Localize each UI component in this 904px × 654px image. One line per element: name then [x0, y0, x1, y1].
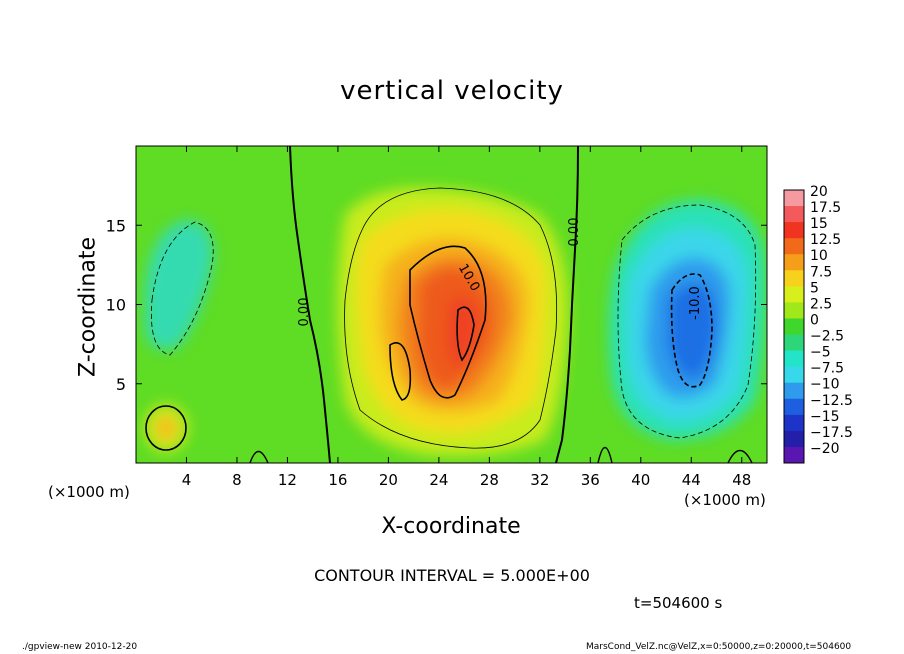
colorbar-swatch: [784, 270, 804, 287]
contour-label-text: -10.0: [688, 286, 703, 320]
contour-label-text: 0.00: [567, 218, 582, 247]
colorbar-swatch: [784, 206, 804, 223]
updraft-left-contour: [145, 405, 187, 451]
colorbar-label: 17.5: [810, 200, 841, 216]
contour-interval-text: CONTOUR INTERVAL = 5.000E+00: [314, 566, 590, 585]
x-axis-label: X-coordinate: [0, 514, 904, 539]
downdraft-contour-10: [670, 273, 713, 388]
x-tick-label: 48: [732, 471, 751, 489]
x-units-left: (×1000 m): [48, 483, 130, 501]
x-tick-label: 16: [328, 471, 347, 489]
colorbar-swatch: [784, 318, 804, 336]
contour-label: 0.00: [297, 298, 312, 327]
colorbar-swatch: [784, 350, 804, 368]
colorbar-label: −12.5: [810, 393, 853, 409]
updraft-contour-5: [344, 187, 558, 449]
colorbar-label: −15: [810, 409, 840, 425]
updraft-contour-10b: [389, 342, 412, 401]
downdraft-left-contour: [151, 221, 214, 356]
colorbar-label: 7.5: [810, 264, 832, 280]
colorbar-label: 10: [810, 248, 828, 264]
x-tick-label: 8: [232, 471, 242, 489]
colorbar-swatch: [784, 446, 804, 464]
colorbar-swatch: [784, 286, 804, 303]
x-tick-label: 4: [182, 471, 192, 489]
downdraft-left: [145, 220, 214, 350]
x-tick-label: 12: [278, 471, 297, 489]
colorbar-swatch: [784, 398, 804, 416]
footer-left: ./gpview-new 2010-12-20: [22, 642, 138, 652]
colorbar-swatch: [784, 334, 804, 352]
colorbar-label: 15: [810, 216, 828, 232]
colorbar-label: 0: [810, 312, 819, 328]
time-label: t=504600 s: [634, 594, 723, 612]
x-tick-label: 36: [581, 471, 600, 489]
contour-label-text: 0.00: [297, 298, 312, 327]
x-axis-label-text: X-coordinate: [381, 514, 521, 539]
colorbar-swatch: [784, 222, 804, 239]
x-units-right: (×1000 m): [684, 491, 766, 509]
downdraft-contour-5: [617, 204, 757, 439]
colorbar-swatch: [784, 190, 804, 207]
contour-label: -10.0: [688, 286, 703, 320]
colorbar-frame: [783, 189, 805, 464]
zero-contour-left: [289, 146, 331, 463]
colorbar-swatch: [784, 366, 804, 384]
y-axis: 5 10 15: [106, 216, 767, 394]
updraft-contour-15: [456, 306, 475, 362]
colorbar-swatch: [784, 238, 804, 255]
colorbar-swatch: [784, 430, 804, 448]
x-tick-label: 24: [429, 471, 448, 489]
small-contour-1: [249, 450, 269, 463]
colorbar-swatch: [784, 254, 804, 271]
y-tick-label: 10: [106, 296, 126, 315]
colorbar-label: −5: [810, 345, 831, 361]
y-tick-label: 5: [116, 375, 126, 394]
colorbar-label: −10: [810, 377, 840, 393]
contour-label: 0.00: [567, 218, 582, 247]
colorbar-label: −2.5: [810, 329, 844, 345]
colorbar-label: 12.5: [810, 232, 841, 248]
x-axis: 4 8 12 16 20 24 28 32 36 40 44 48: [182, 146, 751, 489]
zero-contour-right: [555, 146, 579, 463]
colorbar-label: 20: [810, 184, 828, 200]
x-tick-label: 32: [530, 471, 549, 489]
updraft-left-core: [154, 414, 178, 442]
x-tick-label: 20: [379, 471, 398, 489]
y-tick-label: 15: [106, 216, 126, 235]
field-shading: [144, 146, 766, 463]
x-tick-label: 28: [480, 471, 499, 489]
updraft-contour-10: [409, 245, 487, 399]
colorbar-label: 2.5: [810, 296, 832, 312]
colorbar-label: 5: [810, 280, 819, 296]
colorbar: 2017.51512.5107.552.50−2.5−5−7.5−10−12.5…: [783, 184, 853, 464]
colorbar-swatch: [784, 414, 804, 432]
small-contour-2: [597, 446, 613, 463]
colorbar-swatch: [784, 382, 804, 400]
colorbar-swatch: [784, 302, 804, 319]
downdraft-core: [668, 283, 717, 380]
contours: [145, 146, 757, 463]
small-contour-3: [727, 449, 753, 463]
x-tick-label: 44: [682, 471, 701, 489]
x-tick-label: 40: [631, 471, 650, 489]
footer-right: MarsCond_VelZ.nc@VelZ,x=0:50000,z=0:2000…: [586, 642, 852, 652]
chart-title: vertical velocity: [340, 76, 564, 106]
contour-interval-label: CONTOUR INTERVAL = 5.000E+00: [0, 566, 904, 585]
colorbar-label: −17.5: [810, 425, 853, 441]
colorbar-label: −7.5: [810, 361, 844, 377]
colorbar-label: −20: [810, 441, 840, 457]
